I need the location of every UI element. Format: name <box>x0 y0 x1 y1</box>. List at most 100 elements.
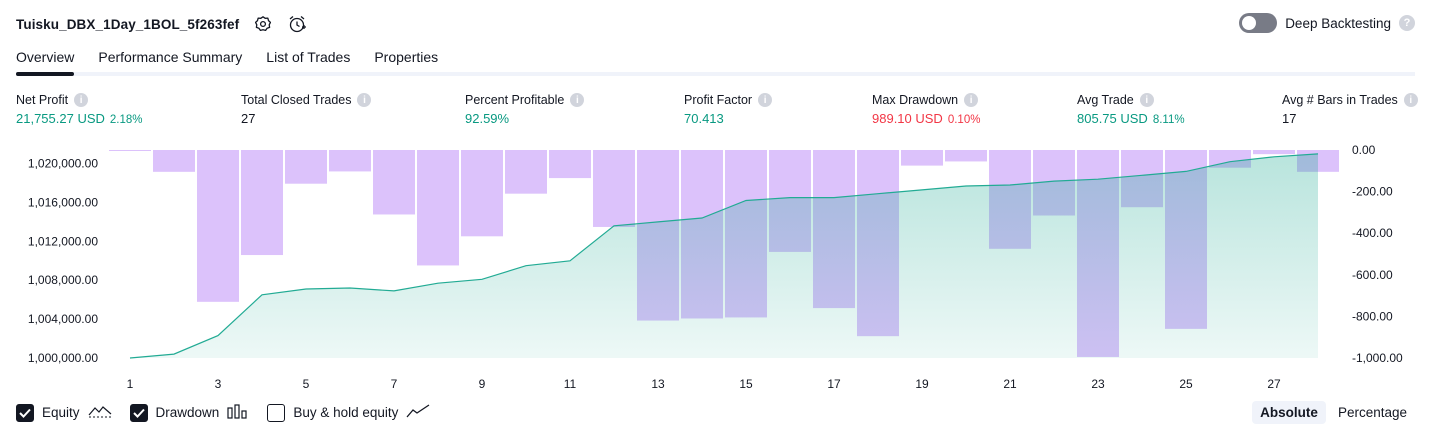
legend-drawdown[interactable]: Drawdown <box>129 403 250 422</box>
toggle-knob <box>1242 16 1257 30</box>
x-axis-tick-label: 5 <box>303 377 310 391</box>
metric-label: Net Profit <box>16 93 69 107</box>
left-axis-tick-label: 1,008,000.00 <box>28 273 98 287</box>
x-axis-tick-label: 1 <box>127 377 134 391</box>
info-icon[interactable]: i <box>570 93 585 107</box>
x-axis-tick-label: 25 <box>1179 377 1193 391</box>
info-icon[interactable]: i <box>357 93 372 107</box>
deep-backtesting-control: Deep Backtesting ? <box>1239 13 1415 33</box>
right-axis-tick-label: -400.00 <box>1352 226 1393 240</box>
drawdown-bar <box>329 150 371 172</box>
drawdown-bar <box>505 150 547 194</box>
metric-total-closed-trades: Total Closed Trades i 27 <box>241 93 372 126</box>
info-icon[interactable]: i <box>1139 93 1154 107</box>
equity-area <box>130 153 1318 358</box>
x-axis-tick-label: 17 <box>827 377 841 391</box>
drawdown-bar <box>109 150 151 151</box>
metric-label: Percent Profitable <box>465 93 565 107</box>
legend-label: Equity <box>42 405 80 420</box>
x-axis-tick-label: 23 <box>1091 377 1105 391</box>
equity-drawdown-chart[interactable]: 1,000,000.00 1,004,000.00 1,008,000.00 1,01… <box>0 140 1431 395</box>
metric-label: Profit Factor <box>684 93 753 107</box>
metric-profit-factor: Profit Factor i 70.413 <box>684 93 773 126</box>
drawdown-bar <box>945 150 987 162</box>
drawdown-bar <box>461 150 503 237</box>
tab-properties[interactable]: Properties <box>374 49 439 65</box>
info-icon[interactable]: i <box>758 93 773 107</box>
right-axis-tick-label: -800.00 <box>1352 309 1393 323</box>
metric-label: Avg Trade <box>1077 93 1134 107</box>
metric-value: 17 <box>1282 111 1297 126</box>
equity-series <box>129 153 1319 359</box>
equity-checkbox[interactable] <box>16 403 34 422</box>
left-axis-tick-label: 1,000,000.00 <box>28 351 98 365</box>
metric-percent: 8.11% <box>1152 114 1185 126</box>
metric-avg-bars-in-trades: Avg # Bars in Trades i 17 <box>1282 93 1418 126</box>
x-axis-tick-label: 19 <box>915 377 929 391</box>
x-axis-tick-label: 15 <box>739 377 753 391</box>
buy-hold-checkbox[interactable] <box>267 403 286 422</box>
drawdown-bar <box>901 150 943 166</box>
help-icon[interactable]: ? <box>1399 15 1415 31</box>
equity-line <box>129 153 1319 359</box>
drawdown-bar <box>417 150 459 266</box>
metrics-row: Net Profit i 21,755.27 USD 2.18% Total Clo… <box>16 93 1418 133</box>
drawdown-bar <box>241 150 283 256</box>
metric-value: 92.59% <box>465 111 510 126</box>
chart-legend: Equity Drawdown Buy & hold equity <box>16 403 430 422</box>
drawdown-bar <box>1253 150 1295 155</box>
right-axis-tick-label: 0.00 <box>1352 143 1376 157</box>
x-axis-tick-label: 21 <box>1003 377 1017 391</box>
tab-performance-summary[interactable]: Performance Summary <box>98 49 243 65</box>
drawdown-bar <box>197 150 239 302</box>
deep-backtesting-label: Deep Backtesting <box>1285 15 1391 31</box>
metric-value: 805.75 USD <box>1077 111 1148 126</box>
legend-equity[interactable]: Equity <box>16 403 112 422</box>
metric-value: 21,755.27 USD <box>16 111 105 126</box>
strategy-header: Tuisku_DBX_1Day_1BOL_5f263fef <box>16 12 307 36</box>
absolute-mode-button[interactable]: Absolute <box>1252 401 1326 424</box>
drawdown-bar <box>153 150 195 172</box>
percentage-mode-button[interactable]: Percentage <box>1337 405 1407 420</box>
x-axis-tick-label: 3 <box>215 377 222 391</box>
trade-number-axis: 1 3 5 7 9 11 13 15 17 19 21 23 25 27 <box>127 377 1281 391</box>
left-price-axis: 1,000,000.00 1,004,000.00 1,008,000.00 1,01… <box>28 157 98 365</box>
info-icon[interactable]: i <box>1403 93 1418 107</box>
right-axis-tick-label: -200.00 <box>1352 185 1393 199</box>
left-axis-tick-label: 1,020,000.00 <box>28 157 98 171</box>
drawdown-checkbox[interactable] <box>129 403 148 422</box>
drawdown-bar <box>373 150 415 215</box>
tab-list-of-trades[interactable]: List of Trades <box>266 49 351 65</box>
drawdown-bar <box>285 150 327 184</box>
right-axis-tick-label: -600.00 <box>1352 268 1393 282</box>
info-icon[interactable]: i <box>74 93 89 107</box>
equity-line-icon <box>88 403 112 422</box>
info-icon[interactable]: i <box>964 93 979 107</box>
tab-overview[interactable]: Overview <box>16 44 75 76</box>
legend-buy-hold[interactable]: Buy & hold equity <box>267 403 430 422</box>
display-mode-switch: Absolute Percentage <box>1252 401 1415 424</box>
left-axis-tick-label: 1,004,000.00 <box>28 312 98 326</box>
left-axis-tick-label: 1,012,000.00 <box>28 234 98 248</box>
buy-hold-line-icon <box>406 403 430 422</box>
metric-percent: 0.10% <box>947 114 981 126</box>
report-tabs: Overview Performance Summary List of Tra… <box>16 44 1415 76</box>
metric-value: 27 <box>241 111 256 126</box>
metric-label: Max Drawdown <box>872 93 959 107</box>
metric-value: 989.10 USD <box>872 111 943 126</box>
right-axis-tick-label: -1,000.00 <box>1352 351 1403 365</box>
x-axis-tick-label: 11 <box>564 377 577 391</box>
deep-backtesting-toggle[interactable] <box>1239 13 1278 33</box>
settings-gear-icon[interactable] <box>253 14 273 34</box>
strategy-name: Tuisku_DBX_1Day_1BOL_5f263fef <box>16 16 240 32</box>
x-axis-tick-label: 9 <box>479 377 486 391</box>
metric-net-profit: Net Profit i 21,755.27 USD 2.18% <box>16 93 143 126</box>
metric-label: Avg # Bars in Trades <box>1282 93 1398 107</box>
left-axis-tick-label: 1,016,000.00 <box>28 195 98 209</box>
drawdown-bar <box>549 150 591 179</box>
metric-label: Total Closed Trades <box>241 93 352 107</box>
legend-label: Buy & hold equity <box>293 405 399 420</box>
alert-clock-icon[interactable] <box>287 14 307 34</box>
metric-max-drawdown: Max Drawdown i 989.10 USD 0.10% <box>872 93 980 126</box>
x-axis-tick-label: 7 <box>391 377 398 391</box>
